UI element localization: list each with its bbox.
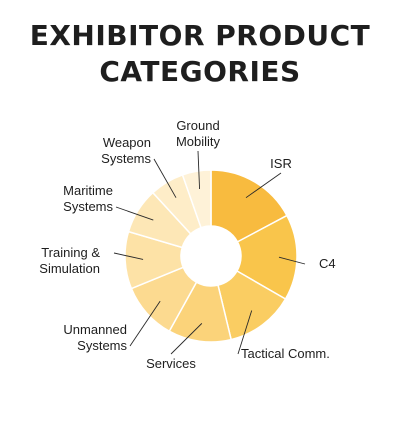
leader-line xyxy=(278,256,306,265)
leader-line xyxy=(237,310,253,355)
slice-c4 xyxy=(235,214,298,301)
slice-label: Training & Simulation xyxy=(39,245,100,276)
slice-label-line: ISR xyxy=(270,156,292,171)
slice-label-line: C4 xyxy=(319,256,336,271)
chart-title-line-2: CATEGORIES xyxy=(99,55,301,88)
slice-label-line: Training & xyxy=(41,245,100,260)
slice-label-line: Mobility xyxy=(176,134,221,149)
leader-line xyxy=(197,150,201,189)
slice-ground-mobility xyxy=(181,169,212,229)
leader-line xyxy=(170,323,203,355)
slice-label-line: Tactical Comm. xyxy=(241,346,330,361)
leader-line xyxy=(113,252,144,260)
slice-label-line: Unmanned xyxy=(63,322,127,337)
chart-title: EXHIBITOR PRODUCT CATEGORIES xyxy=(0,18,400,90)
slice-label: Tactical Comm. xyxy=(241,346,330,361)
slice-label: Maritime Systems xyxy=(63,183,113,214)
slice-label: C4 xyxy=(319,256,336,271)
slice-label-line: Ground xyxy=(176,118,219,133)
slice-label-line: Systems xyxy=(101,151,151,166)
slice-isr xyxy=(210,169,288,243)
leader-line xyxy=(129,300,161,347)
slice-label: Ground Mobility xyxy=(176,118,221,149)
slice-label: Weapon Systems xyxy=(101,135,151,166)
slice-label-line: Systems xyxy=(63,199,113,214)
slice-label-line: Weapon xyxy=(103,135,151,150)
chart-title-line-1: EXHIBITOR PRODUCT xyxy=(29,19,371,52)
leader-line xyxy=(153,158,177,198)
slice-label-line: Services xyxy=(146,356,196,371)
slice-label-line: Simulation xyxy=(39,261,100,276)
slice-label-line: Maritime xyxy=(63,183,113,198)
slice-label: Unmanned Systems xyxy=(63,322,127,353)
leader-line xyxy=(245,172,282,199)
slice-label: ISR xyxy=(270,156,292,171)
slice-label-line: Systems xyxy=(77,338,127,353)
slice-label: Services xyxy=(146,356,196,371)
leader-line xyxy=(115,206,154,221)
